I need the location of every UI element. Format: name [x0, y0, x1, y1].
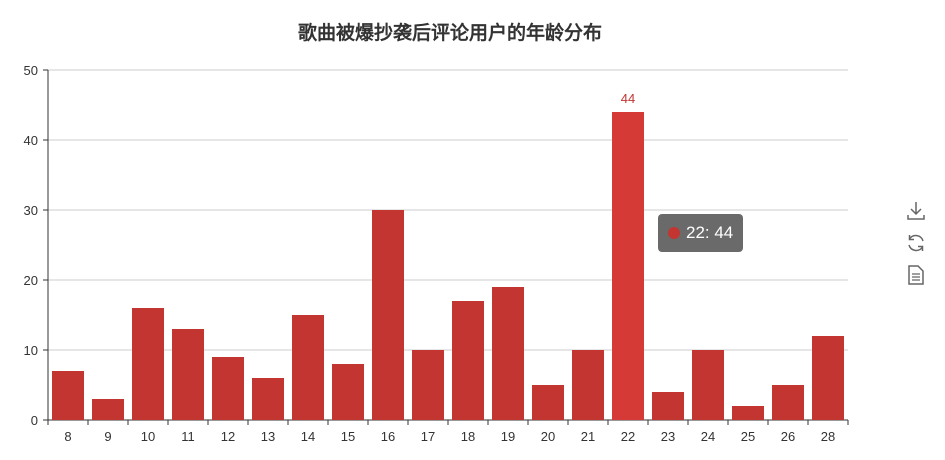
bar	[732, 406, 764, 420]
bar	[252, 378, 284, 420]
tooltip: 22: 44	[658, 214, 744, 252]
x-tick-label: 28	[821, 429, 835, 444]
y-tick-label: 0	[31, 413, 38, 428]
x-tick-label: 19	[501, 429, 515, 444]
bar	[292, 315, 324, 420]
bar	[492, 287, 524, 420]
data-view-icon[interactable]	[905, 264, 927, 286]
bar	[332, 364, 364, 420]
x-tick-label: 16	[381, 429, 395, 444]
x-tick-label: 21	[581, 429, 595, 444]
x-tick-label: 14	[301, 429, 315, 444]
x-tick-label: 17	[421, 429, 435, 444]
x-tick-label: 11	[181, 429, 195, 444]
y-tick-label: 20	[24, 273, 38, 288]
x-tick-label: 20	[541, 429, 555, 444]
x-tick-label: 9	[104, 429, 111, 444]
bar	[452, 301, 484, 420]
refresh-icon[interactable]	[905, 232, 927, 254]
bar	[692, 350, 724, 420]
bar	[812, 336, 844, 420]
x-tick-label: 26	[781, 429, 795, 444]
x-tick-label: 23	[661, 429, 675, 444]
bar	[92, 399, 124, 420]
x-tick-label: 18	[461, 429, 475, 444]
y-tick-label: 30	[24, 203, 38, 218]
download-icon[interactable]	[905, 200, 927, 222]
x-tick-label: 12	[221, 429, 235, 444]
bar	[652, 392, 684, 420]
x-tick-label: 8	[64, 429, 71, 444]
bar	[372, 210, 404, 420]
bar	[532, 385, 564, 420]
x-tick-label: 15	[341, 429, 355, 444]
x-tick-label: 22	[621, 429, 635, 444]
chart-title: 歌曲被爆抄袭后评论用户的年龄分布	[297, 22, 602, 44]
y-tick-label: 40	[24, 133, 38, 148]
tooltip-text: 22: 44	[686, 223, 734, 242]
bar	[172, 329, 204, 420]
x-tick-label: 24	[701, 429, 715, 444]
bar	[132, 308, 164, 420]
tooltip-series-dot	[668, 227, 680, 239]
bar	[212, 357, 244, 420]
data-label: 44	[621, 91, 635, 106]
bar	[412, 350, 444, 420]
bar	[572, 350, 604, 420]
x-tick-label: 25	[741, 429, 755, 444]
bar	[52, 371, 84, 420]
toolbox	[905, 200, 929, 296]
y-tick-label: 50	[24, 63, 38, 78]
x-tick-label: 10	[141, 429, 155, 444]
bar	[772, 385, 804, 420]
bar	[612, 112, 644, 420]
x-tick-label: 13	[261, 429, 275, 444]
y-tick-label: 10	[24, 343, 38, 358]
